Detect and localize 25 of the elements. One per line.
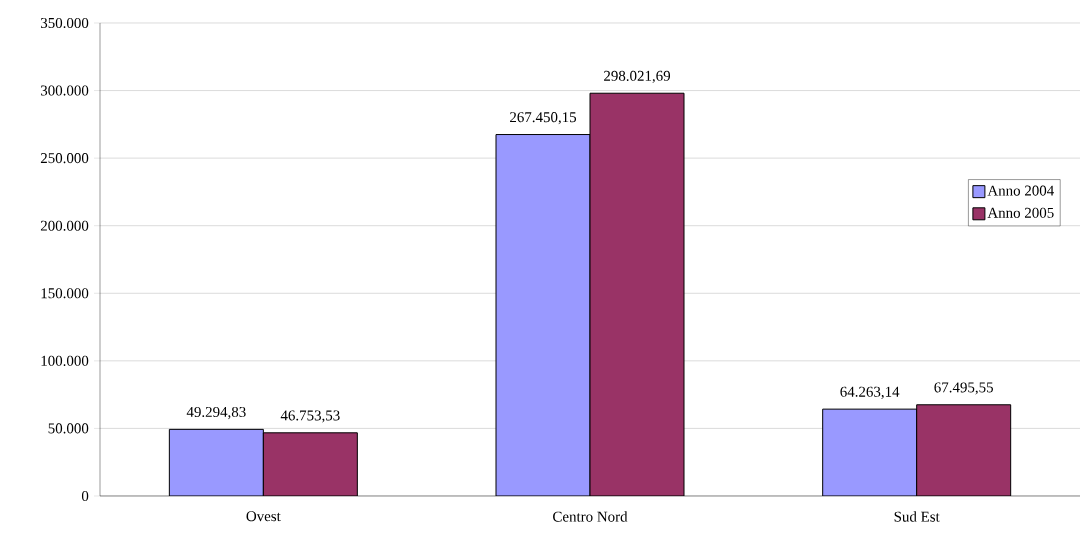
data-label: 46.753,53 (280, 410, 340, 423)
bar (495, 134, 591, 496)
bar (168, 428, 264, 496)
y-tick-label: 50.000 (48, 423, 89, 434)
legend-label: Anno 2004 (987, 185, 1054, 196)
bar (589, 92, 685, 496)
bar (262, 432, 358, 496)
y-tick-label: 350.000 (40, 17, 89, 29)
data-label: 267.450,15 (510, 112, 577, 125)
y-tick-label: 150.000 (41, 288, 89, 299)
bar (916, 404, 1012, 496)
bar (822, 408, 918, 496)
y-tick-label: 0 (81, 490, 89, 502)
x-tick-label: Sud Est (894, 511, 940, 522)
data-label: 298.021,69 (604, 70, 671, 84)
y-tick-label: 200.000 (40, 220, 89, 231)
y-tick-label: 250.000 (40, 153, 89, 164)
x-tick-label: Centro Nord (553, 511, 628, 522)
legend-label: Anno 2005 (987, 207, 1054, 218)
data-label: 67.495,55 (934, 382, 993, 395)
x-tick-label: Ovest (246, 511, 281, 522)
data-label: 64.263,14 (840, 386, 900, 399)
data-label: 49.294,83 (186, 406, 246, 420)
y-tick-label: 300.000 (40, 85, 89, 96)
y-tick-label: 100.000 (41, 355, 89, 366)
